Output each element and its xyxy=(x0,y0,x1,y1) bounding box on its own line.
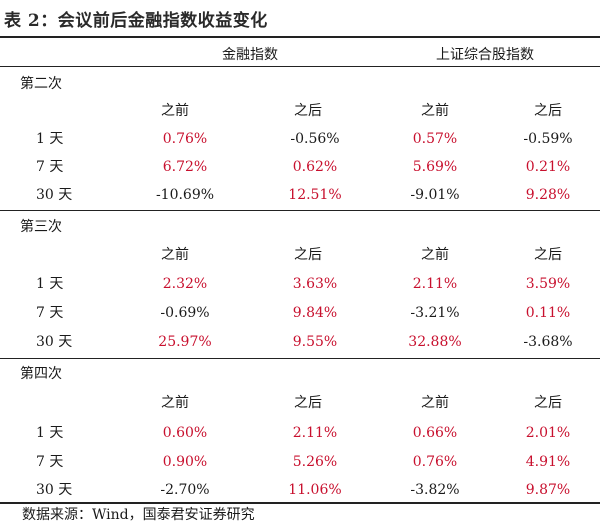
cell-value: 0.66% xyxy=(412,425,458,441)
cell-value: 9.87% xyxy=(525,482,571,498)
cell-value: 9.55% xyxy=(292,334,338,350)
cell-value: 32.88% xyxy=(408,334,462,350)
row-label: 7 天 xyxy=(36,305,64,321)
cell-value: 3.63% xyxy=(292,276,338,292)
col-before-label: 之前 xyxy=(421,395,449,411)
cell-value: 4.91% xyxy=(525,454,571,470)
cell-value: 9.84% xyxy=(292,305,338,321)
cell-value: 2.32% xyxy=(162,276,208,292)
cell-value: 0.76% xyxy=(412,454,458,470)
cell-value: 2.11% xyxy=(292,425,338,441)
row-label: 7 天 xyxy=(36,454,64,470)
section-label-third: 第三次 xyxy=(20,219,62,235)
top-rule xyxy=(0,36,600,38)
section-rule xyxy=(0,210,600,211)
row-label: 7 天 xyxy=(36,159,64,175)
cell-value: 5.26% xyxy=(292,454,338,470)
row-label: 30 天 xyxy=(36,482,73,498)
col-after-label: 之后 xyxy=(294,247,322,263)
data-source-note: 数据来源：Wind，国泰君安证券研究 xyxy=(22,507,255,523)
header-financial-index: 金融指数 xyxy=(222,47,278,63)
cell-value: -3.82% xyxy=(410,482,460,498)
col-before-label: 之前 xyxy=(421,247,449,263)
bottom-rule xyxy=(0,502,600,504)
cell-value: 2.11% xyxy=(412,276,458,292)
cell-value: 3.59% xyxy=(525,276,571,292)
col-after-label: 之后 xyxy=(534,395,562,411)
cell-value: 0.62% xyxy=(292,159,338,175)
row-label: 30 天 xyxy=(36,334,73,350)
cell-value: 0.21% xyxy=(525,159,571,175)
cell-value: 0.60% xyxy=(162,425,208,441)
cell-value: 0.90% xyxy=(162,454,208,470)
cell-value: 2.01% xyxy=(525,425,571,441)
row-label: 30 天 xyxy=(36,187,73,203)
cell-value: -0.59% xyxy=(523,131,573,147)
col-before-label: 之前 xyxy=(421,103,449,119)
cell-value: 12.51% xyxy=(288,187,342,203)
col-after-label: 之后 xyxy=(534,103,562,119)
section-label-second: 第二次 xyxy=(20,76,62,92)
col-before-label: 之前 xyxy=(161,395,189,411)
row-label: 1 天 xyxy=(36,276,64,292)
section-rule xyxy=(0,358,600,359)
table-title: 表 2：会议前后金融指数收益变化 xyxy=(4,11,268,31)
cell-value: 0.11% xyxy=(525,305,571,321)
col-after-label: 之后 xyxy=(294,395,322,411)
col-after-label: 之后 xyxy=(294,103,322,119)
cell-value: 0.76% xyxy=(162,131,208,147)
cell-value: -9.01% xyxy=(410,187,460,203)
col-after-label: 之后 xyxy=(534,247,562,263)
cell-value: 6.72% xyxy=(162,159,208,175)
cell-value: 0.57% xyxy=(412,131,458,147)
cell-value: -0.56% xyxy=(290,131,340,147)
col-before-label: 之前 xyxy=(161,247,189,263)
cell-value: -10.69% xyxy=(155,187,215,203)
section-label-fourth: 第四次 xyxy=(20,366,62,382)
cell-value: -2.70% xyxy=(160,482,210,498)
row-label: 1 天 xyxy=(36,425,64,441)
header-shanghai-composite: 上证综合股指数 xyxy=(436,47,534,63)
cell-value: 9.28% xyxy=(525,187,571,203)
cell-value: 25.97% xyxy=(158,334,212,350)
header-rule xyxy=(0,66,600,67)
cell-value: -3.21% xyxy=(410,305,460,321)
cell-value: -3.68% xyxy=(523,334,573,350)
cell-value: 11.06% xyxy=(288,482,342,498)
cell-value: -0.69% xyxy=(160,305,210,321)
row-label: 1 天 xyxy=(36,131,64,147)
col-before-label: 之前 xyxy=(161,103,189,119)
cell-value: 5.69% xyxy=(412,159,458,175)
